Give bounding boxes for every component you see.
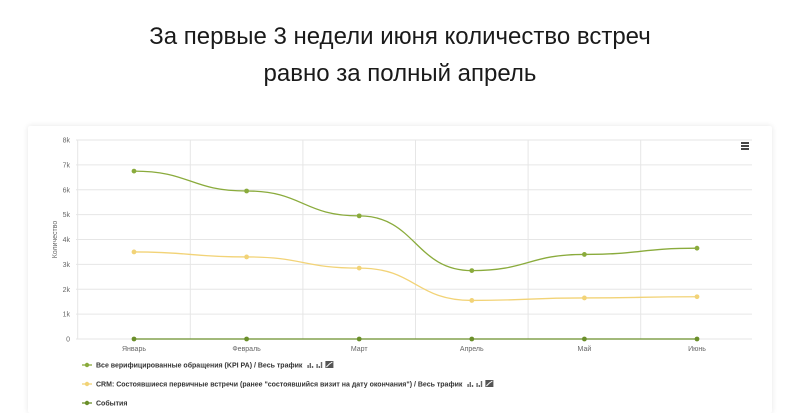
headline-line-1: За первые 3 недели июня количество встре… (149, 23, 651, 50)
bar-chart-icon-bar (480, 381, 483, 387)
hamburger-menu-icon[interactable] (741, 141, 751, 151)
data-point-series-1[interactable] (131, 168, 137, 174)
data-point-series-2[interactable] (469, 298, 475, 303)
bar-chart-icon-bar (467, 384, 469, 387)
bar-chart-icon-bar (316, 364, 318, 368)
legend-label[interactable]: Все верифицированные обращения (KPI PA) … (96, 362, 303, 370)
data-point-series-3[interactable] (582, 336, 587, 342)
y-tick-label: 2k (63, 287, 71, 294)
y-tick-label: 3k (63, 262, 71, 269)
data-point-series-3[interactable] (469, 336, 475, 342)
legend-label[interactable]: События (96, 400, 127, 408)
x-tick-label: Январь (122, 346, 146, 353)
data-point-series-1[interactable] (694, 245, 700, 251)
x-tick-label: Июнь (688, 346, 706, 353)
bar-chart-icon[interactable] (476, 381, 483, 387)
line-chart-icon-stroke (486, 380, 493, 387)
y-axis-title: Количество (52, 221, 59, 259)
legend-swatch-dot (84, 400, 90, 406)
bar-chart-icon[interactable] (316, 362, 323, 368)
bar-chart-icon-bar (478, 385, 480, 387)
y-tick-label: 1k (63, 312, 71, 319)
x-tick-label: Март (351, 346, 369, 353)
data-point-series-2[interactable] (244, 254, 250, 260)
data-point-series-1[interactable] (244, 188, 250, 194)
headline-line-2: равно за полный апрель (263, 60, 537, 87)
bar-chart-icon-bar (309, 363, 312, 368)
bar-chart-icon-bar (469, 382, 471, 387)
headline: За первые 3 недели июня количество встре… (0, 18, 800, 92)
y-tick-label: 0 (66, 337, 70, 344)
data-point-series-2[interactable] (582, 295, 587, 301)
bar-chart-icon-bar (311, 366, 314, 368)
data-point-series-2[interactable] (356, 265, 362, 271)
bar-chart-icon-bar (476, 383, 478, 387)
data-point-series-1[interactable] (469, 268, 475, 273)
bar-chart-icon-bar (307, 365, 309, 368)
x-tick-label: Февраль (232, 346, 261, 353)
y-tick-label: 8k (63, 138, 71, 145)
y-tick-label: 5k (63, 212, 71, 219)
bar-chart-icon[interactable] (467, 382, 474, 387)
legend-label[interactable]: CRM: Состоявшиеся первичные встречи (ран… (96, 381, 463, 389)
bar-chart-icon[interactable] (307, 363, 314, 368)
chart-card (28, 126, 772, 413)
data-point-series-2[interactable] (131, 249, 137, 255)
data-point-series-1[interactable] (356, 213, 362, 219)
line-chart-icon-stroke (326, 361, 333, 368)
data-point-series-2[interactable] (694, 294, 700, 300)
data-point-series-3[interactable] (694, 336, 700, 342)
legend-swatch-dot (84, 362, 90, 368)
y-tick-label: 6k (63, 187, 71, 194)
y-tick-label: 7k (63, 162, 71, 169)
bar-chart-icon-bar (471, 385, 474, 387)
data-point-series-1[interactable] (582, 252, 587, 257)
x-tick-label: Май (578, 345, 592, 353)
legend-swatch-dot (84, 381, 90, 387)
series-line-2 (133, 251, 698, 302)
bar-chart-icon-bar (320, 362, 323, 368)
series-line-1 (133, 170, 698, 272)
data-point-series-3[interactable] (244, 336, 250, 342)
bar-chart-icon-bar (318, 366, 321, 368)
data-point-series-3[interactable] (356, 336, 362, 342)
y-tick-label: 4k (63, 237, 71, 244)
data-point-series-3[interactable] (131, 336, 137, 342)
x-tick-label: Апрель (460, 346, 484, 353)
